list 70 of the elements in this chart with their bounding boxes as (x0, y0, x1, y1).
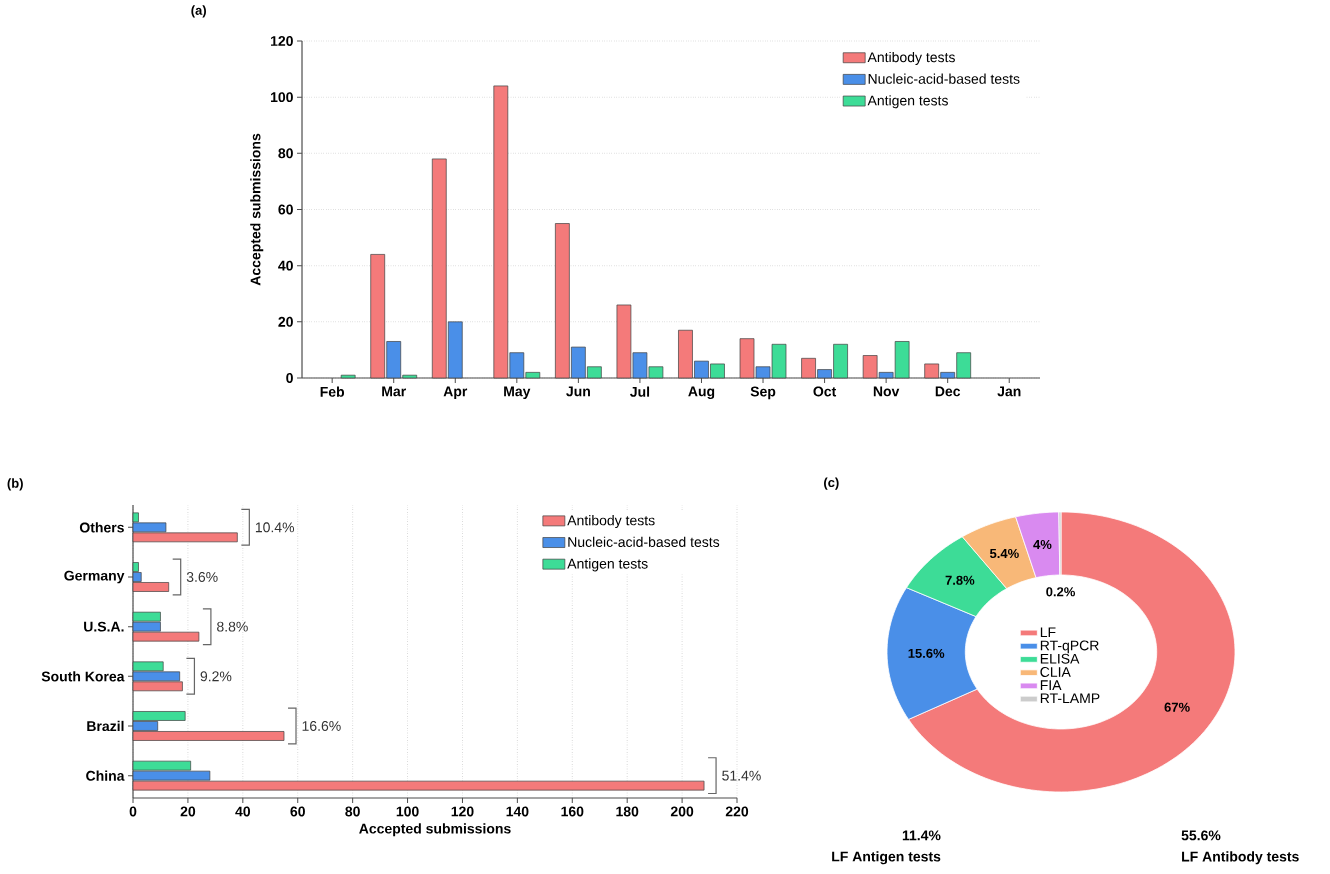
x-tick-label: Feb (320, 386, 345, 397)
y-tick-label: 120 (271, 36, 293, 46)
x-tick-label: Nov (873, 386, 900, 397)
legend-label: Antibody tests (567, 515, 655, 529)
x-tick-label: Oct (813, 386, 837, 397)
legend-label: Nucleic-acid-based tests (868, 73, 1020, 84)
x-tick-label: May (504, 386, 531, 400)
annotation: 3.6% (186, 572, 218, 582)
chart-title: (c) (824, 477, 839, 490)
y-tick-label: U.S.A. (84, 621, 124, 632)
y-tick-label: 80 (278, 148, 293, 159)
y-tick-label: Brazil (87, 720, 124, 732)
x-tick-label: Jul (630, 386, 650, 397)
x-tick-label: Mar (382, 386, 406, 397)
annotation: 10.4% (255, 522, 295, 533)
legend-label: RT-LAMP (1040, 693, 1100, 704)
data-label: 15.6% (908, 648, 945, 658)
x-tick-label: 0 (129, 806, 137, 817)
x-tick-label: 120 (451, 806, 474, 817)
y-tick-label: 0 (286, 373, 293, 383)
legend-label: LF (1040, 627, 1056, 638)
y-axis-title: Accepted submissions (250, 133, 264, 286)
legend-label: RT-qPCR (1040, 640, 1099, 654)
legend-label: Antigen tests (567, 558, 648, 572)
data-label: 5.4% (989, 548, 1019, 559)
y-tick-label: 40 (278, 260, 293, 271)
x-tick-label: Aug (688, 386, 715, 400)
y-tick-label: China (86, 770, 125, 781)
legend-label: FIA (1040, 680, 1062, 690)
x-tick-label: 80 (345, 806, 360, 817)
data-label: 7.8% (945, 575, 975, 585)
x-tick-label: 20 (180, 806, 196, 817)
x-tick-label: 180 (616, 806, 639, 817)
x-tick-label: Jan (997, 386, 1021, 397)
text: LF Antigen tests (832, 851, 941, 865)
x-tick-label: 220 (725, 806, 749, 817)
text: 55.6% (1181, 830, 1221, 841)
y-tick-label: 100 (271, 92, 293, 103)
x-tick-label: 60 (290, 806, 305, 817)
x-tick-label: 200 (670, 806, 694, 817)
chart-title: (a) (191, 5, 206, 18)
legend-label: ELISA (1040, 653, 1080, 664)
x-tick-label: Dec (935, 386, 961, 397)
data-label: 4% (1033, 539, 1052, 550)
x-tick-label: 160 (561, 806, 584, 817)
y-tick-label: Germany (64, 570, 125, 584)
annotation: 51.4% (722, 770, 761, 781)
x-tick-label: 100 (396, 806, 419, 817)
x-axis-title: Accepted submissions (359, 823, 511, 837)
legend-label: Antibody tests (867, 51, 955, 65)
y-tick-label: Others (79, 522, 124, 533)
x-tick-label: Jun (566, 386, 590, 397)
text: 11.4% (902, 830, 941, 841)
x-tick-label: 140 (506, 806, 529, 817)
data-label: 67% (1164, 702, 1190, 712)
legend-label: CLIA (1040, 667, 1071, 677)
y-tick-label: 60 (278, 204, 293, 215)
legend-label: Nucleic-acid-based tests (568, 536, 720, 547)
annotation: 8.8% (217, 621, 248, 632)
annotation: 9.2% (200, 671, 232, 682)
text: (b) (7, 478, 23, 491)
y-tick-label: South Korea (41, 671, 125, 682)
data-label: 0.2% (1046, 587, 1076, 597)
x-tick-label: Sep (750, 386, 776, 400)
legend-label: Antigen tests (867, 95, 948, 109)
x-tick-label: 40 (235, 806, 251, 817)
y-tick-label: 20 (278, 316, 293, 327)
text: LF Antibody tests (1182, 851, 1299, 865)
x-tick-label: Apr (443, 386, 468, 400)
annotation: 16.6% (302, 721, 341, 731)
